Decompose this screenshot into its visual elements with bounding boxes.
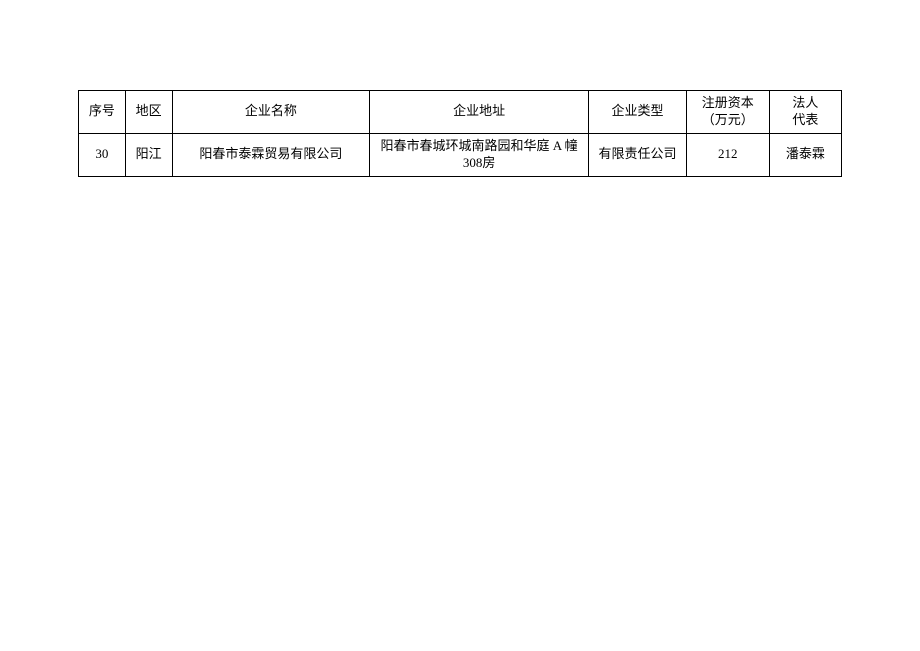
cell-region: 阳江 [125,133,172,176]
table-body: 30 阳江 阳春市泰霖贸易有限公司 阳春市春城环城南路园和华庭 A 幢308房 … [79,133,842,176]
header-row: 序号 地区 企业名称 企业地址 企业类型 注册资本 （万元） 法人 代表 [79,91,842,134]
cell-addr: 阳春市春城环城南路园和华庭 A 幢308房 [370,133,589,176]
col-header-seq: 序号 [79,91,126,134]
col-header-region: 地区 [125,91,172,134]
col-header-name: 企业名称 [172,91,370,134]
cell-type: 有限责任公司 [589,133,687,176]
col-header-type: 企业类型 [589,91,687,134]
cell-seq: 30 [79,133,126,176]
table-row: 30 阳江 阳春市泰霖贸易有限公司 阳春市春城环城南路园和华庭 A 幢308房 … [79,133,842,176]
cell-rep: 潘泰霖 [769,133,841,176]
capital-label-line2: （万元） [702,112,754,127]
col-header-rep: 法人 代表 [769,91,841,134]
capital-label-line1: 注册资本 [702,95,754,110]
col-header-addr: 企业地址 [370,91,589,134]
cell-capital: 212 [686,133,769,176]
enterprise-table: 序号 地区 企业名称 企业地址 企业类型 注册资本 （万元） 法人 代表 30 … [78,90,842,177]
rep-label-line1: 法人 [792,95,818,110]
rep-label-line2: 代表 [792,112,818,127]
cell-name: 阳春市泰霖贸易有限公司 [172,133,370,176]
col-header-capital: 注册资本 （万元） [686,91,769,134]
table-header: 序号 地区 企业名称 企业地址 企业类型 注册资本 （万元） 法人 代表 [79,91,842,134]
